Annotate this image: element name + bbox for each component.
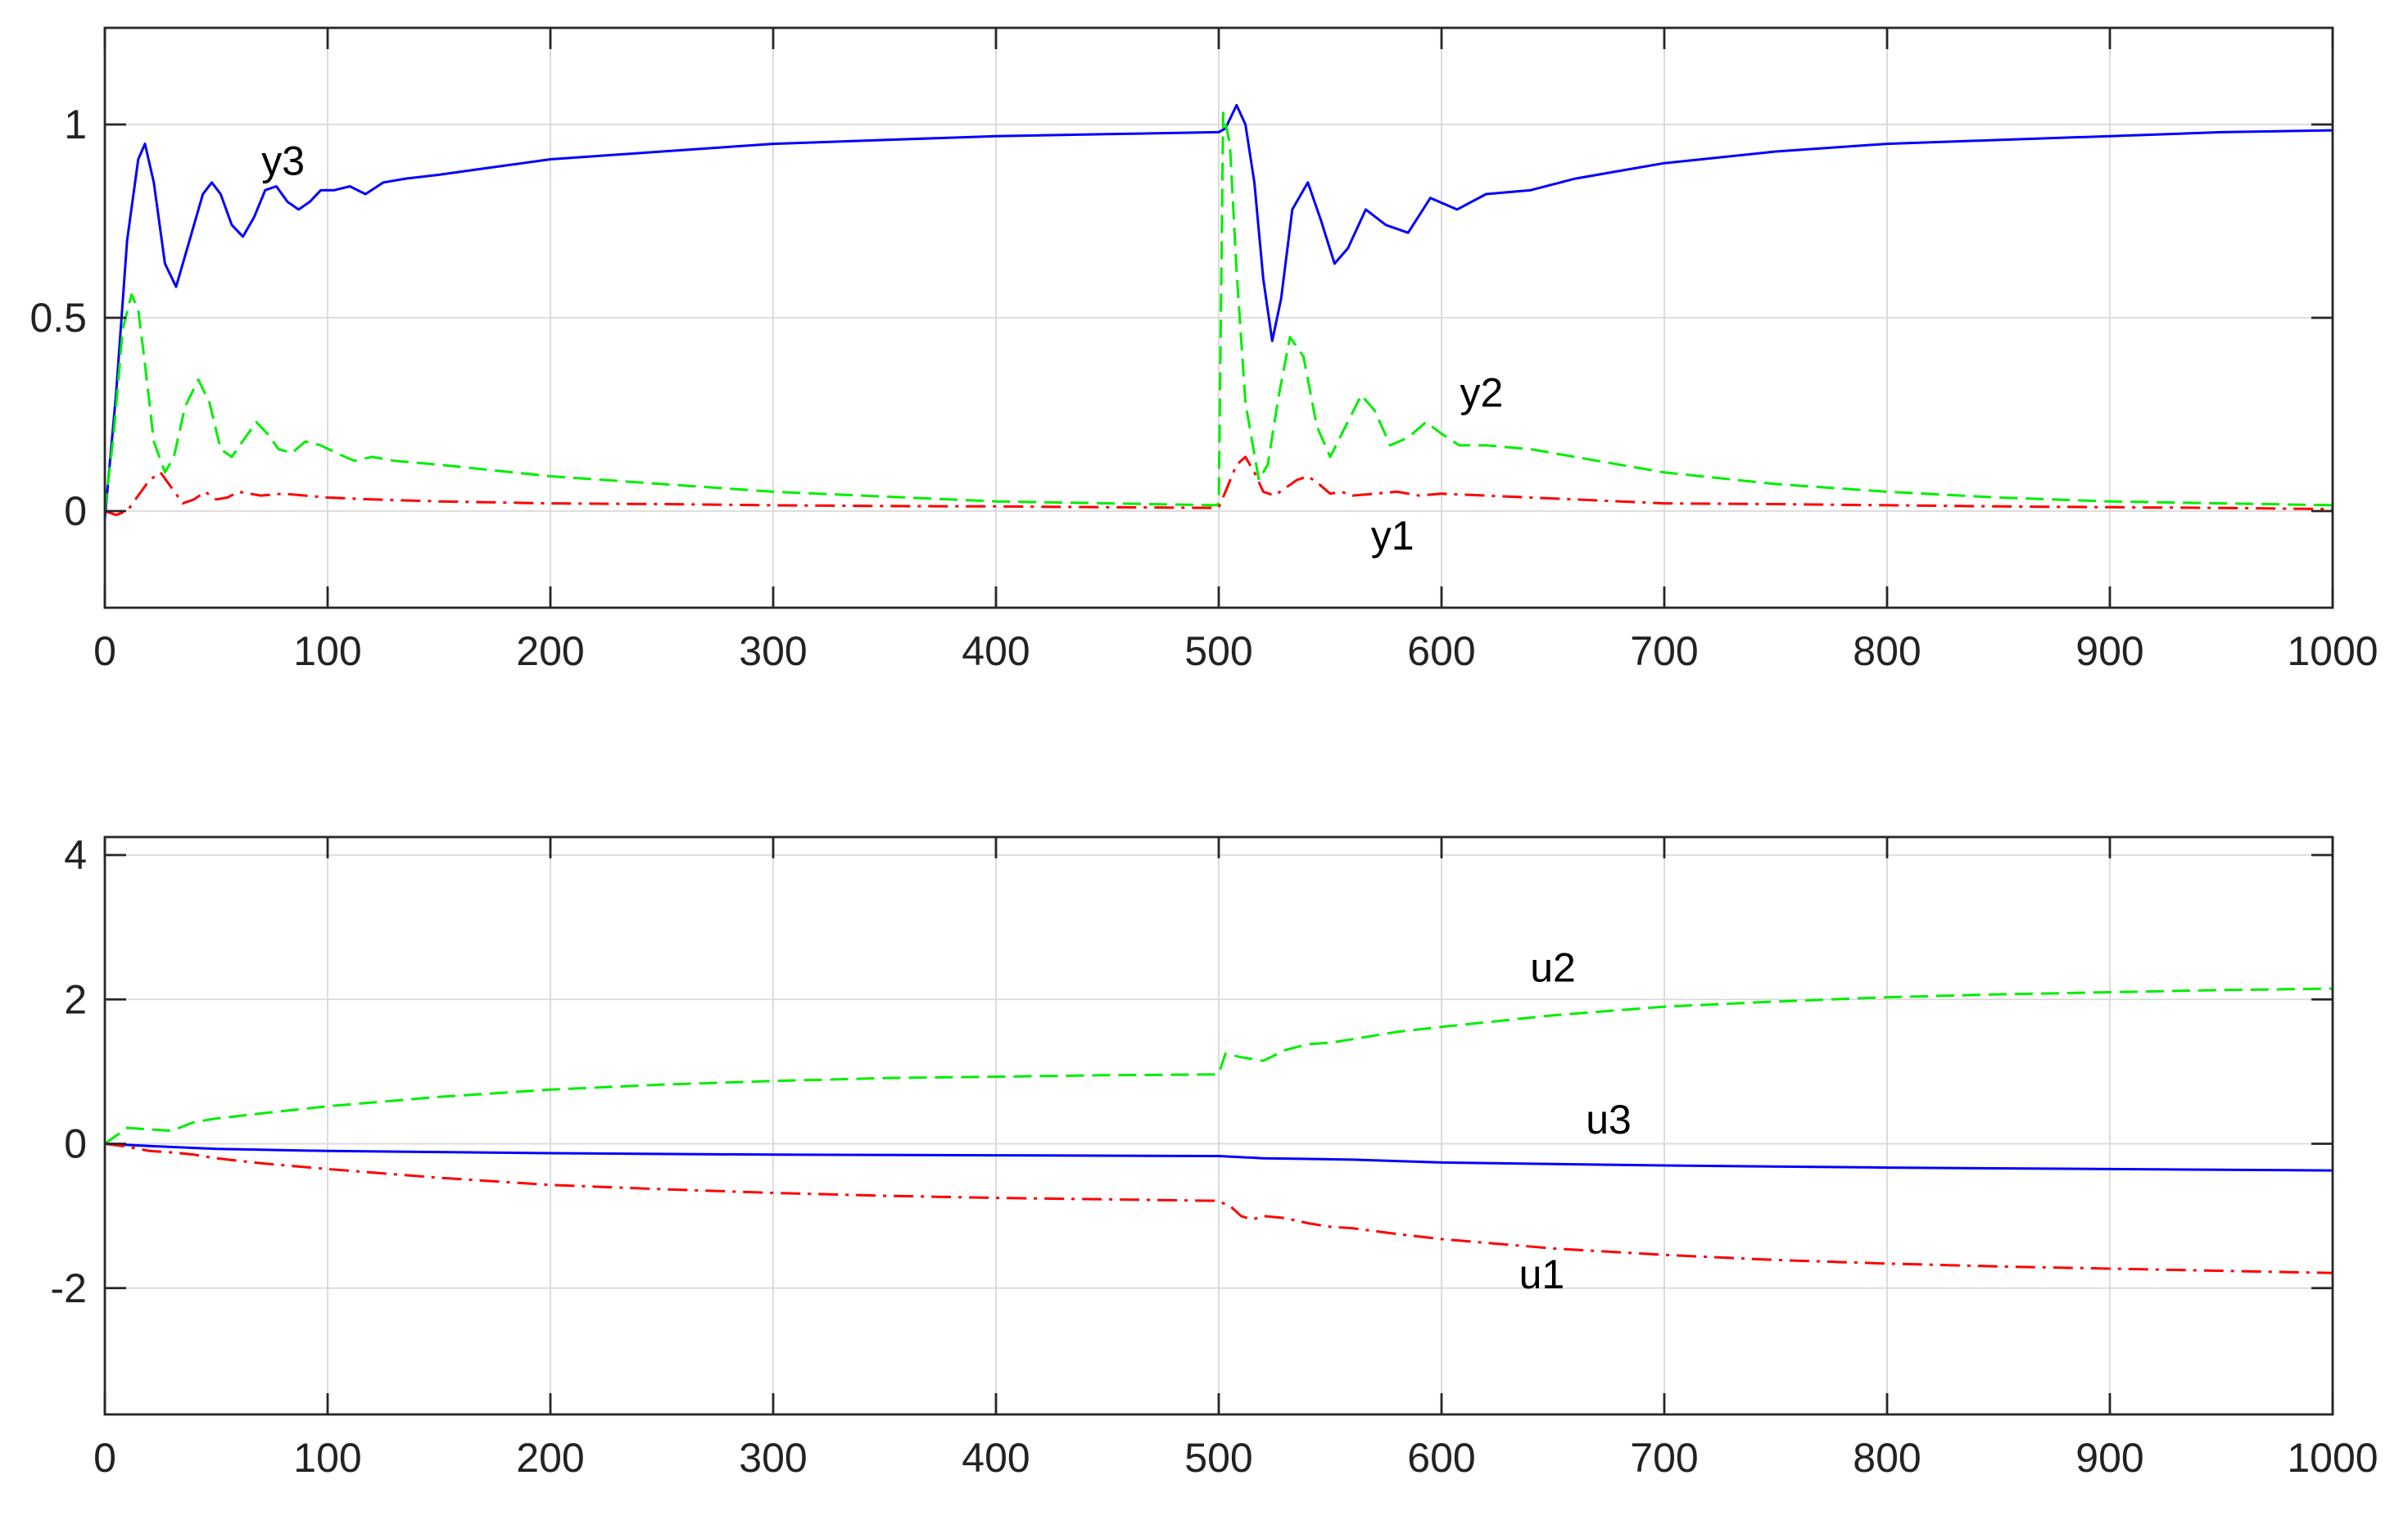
panel-0-xtick-label-5: 500 bbox=[1184, 628, 1252, 674]
panel-0-ytick-label-2: 1 bbox=[64, 102, 87, 147]
panel-1-xtick-label-0: 0 bbox=[93, 1435, 116, 1481]
panel-1-xtick-label-5: 500 bbox=[1184, 1435, 1252, 1481]
series-label-y3: y3 bbox=[261, 138, 305, 183]
series-label-y2: y2 bbox=[1460, 370, 1504, 416]
panel-1-ytick-label-1: 0 bbox=[64, 1121, 87, 1167]
series-y2-line bbox=[103, 111, 2333, 512]
panel-1-ytick-label-0: -2 bbox=[51, 1265, 87, 1311]
series-label-u1: u1 bbox=[1519, 1251, 1565, 1297]
panel-0-xtick-label-10: 1000 bbox=[2287, 628, 2378, 674]
panel-0-xtick-label-1: 100 bbox=[293, 628, 361, 674]
panel-1-xtick-label-7: 700 bbox=[1630, 1435, 1698, 1481]
series-u1-line bbox=[104, 1143, 2333, 1274]
panel-1-xtick-label-2: 200 bbox=[516, 1435, 584, 1481]
outputs-plot: 0 100 200 300 400 500 600 700 800 900 1000 0 0.5 1 y3 y… bbox=[29, 26, 2379, 674]
inputs-plot: 0 100 200 300 400 500 600 700 800 900 1000 -2 0 2 4 u2 u… bbox=[51, 832, 2379, 1481]
panel-1-xtick-label-10: 1000 bbox=[2287, 1435, 2378, 1481]
panel-1-ytick-label-3: 4 bbox=[64, 832, 87, 878]
panel-0-xtick-label-0: 0 bbox=[93, 628, 116, 674]
series-y1-line bbox=[104, 455, 2333, 517]
series-y3-line bbox=[103, 103, 2333, 519]
panel-1-xtick-label-3: 300 bbox=[739, 1435, 807, 1481]
panel-1-xtick-label-9: 900 bbox=[2075, 1435, 2143, 1481]
panel-1-xtick-label-1: 100 bbox=[293, 1435, 361, 1481]
panel-0-xtick-label-7: 700 bbox=[1630, 628, 1698, 674]
panel-1-ytick-label-2: 2 bbox=[64, 976, 87, 1022]
series-label-u3: u3 bbox=[1586, 1097, 1632, 1143]
panel-0-ytick-label-0: 0 bbox=[64, 488, 87, 534]
series-label-y1: y1 bbox=[1371, 513, 1414, 559]
series-label-u2: u2 bbox=[1530, 944, 1576, 990]
panel-0-xtick-label-3: 300 bbox=[739, 628, 807, 674]
panel-1-xtick-label-8: 800 bbox=[1853, 1435, 1921, 1481]
panel-0-xtick-label-6: 600 bbox=[1407, 628, 1475, 674]
panel-0-xtick-label-4: 400 bbox=[962, 628, 1030, 674]
panel-1-xtick-label-6: 600 bbox=[1407, 1435, 1475, 1481]
series-u2-line bbox=[104, 987, 2333, 1145]
panel-0-ytick-label-1: 0.5 bbox=[29, 295, 87, 341]
panel-0-xtick-label-8: 800 bbox=[1853, 628, 1921, 674]
panel-0-xtick-label-2: 200 bbox=[516, 628, 584, 674]
panel-1-xtick-label-4: 400 bbox=[962, 1435, 1030, 1481]
panel-0-xtick-label-9: 900 bbox=[2075, 628, 2143, 674]
series-u3-line bbox=[104, 1143, 2333, 1172]
